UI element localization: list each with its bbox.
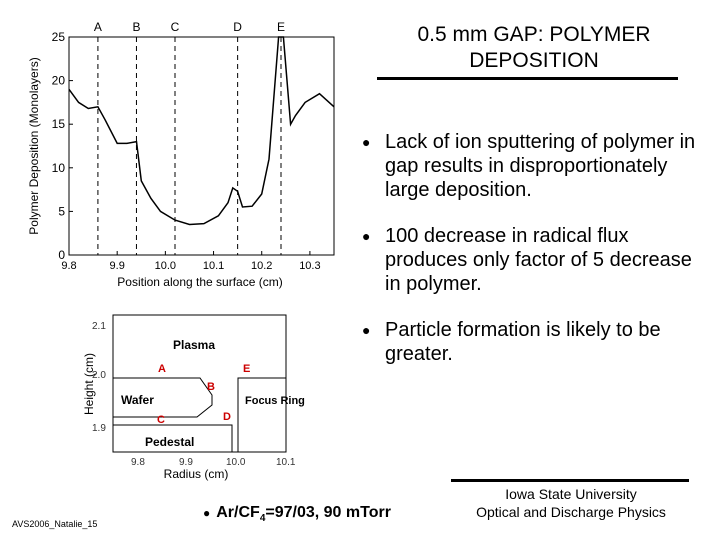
title-divider — [377, 77, 678, 80]
title-line-1: 0.5 mm GAP: POLYMER — [417, 23, 651, 46]
y-tick-label: 25 — [52, 30, 66, 44]
conditions-bullet: ● Ar/CF4=97/03, 90 mTorr — [203, 504, 391, 524]
marker-label-e: E — [277, 20, 285, 34]
bullet-dot-icon: ● — [362, 228, 371, 244]
bullet-text: Particle formation is likely to be great… — [385, 319, 661, 365]
slide-title: 0.5 mm GAP: POLYMER DEPOSITION — [380, 22, 688, 74]
schematic-xtick: 9.8 — [131, 457, 145, 468]
y-tick-label: 10 — [52, 161, 66, 175]
slide-footer: AVS2006_Natalie_15 — [12, 519, 98, 529]
bullet-dot-icon: ● — [203, 506, 211, 520]
y-tick-label: 0 — [58, 248, 65, 262]
point-a: A — [158, 363, 166, 375]
chart-xlabel: Position along the surface (cm) — [117, 275, 282, 289]
affiliation-line-2: Optical and Discharge Physics — [476, 504, 666, 520]
y-tick-label: 20 — [52, 74, 66, 88]
wafer-surface — [113, 377, 213, 418]
x-tick-label: 9.9 — [110, 260, 125, 272]
deposition-chart: 9.8 9.9 10.0 10.1 10.2 10.3 0 5 10 15 20 25 A B C D E P… — [27, 20, 335, 289]
x-tick-label: 9.8 — [61, 260, 76, 272]
schematic-ylabel: Height (cm) — [82, 353, 96, 415]
bullet-item: ● Lack of ion sputtering of polymer in g… — [362, 130, 707, 202]
schematic-ytick: 2.0 — [92, 370, 106, 381]
pedestal-boundary — [113, 424, 233, 452]
y-tick-label: 5 — [58, 204, 65, 218]
x-tick-label: 10.1 — [203, 260, 224, 272]
plasma-label: Plasma — [173, 338, 215, 352]
bullet-text: Lack of ion sputtering of polymer in gap… — [385, 131, 696, 201]
focus-label: Focus Ring — [245, 395, 305, 407]
marker-label-b: B — [132, 20, 140, 34]
affiliation-divider — [451, 479, 689, 482]
affiliation-line-1: Iowa State University — [505, 486, 637, 502]
point-e: E — [243, 363, 250, 375]
bullet-dot-icon: ● — [362, 134, 371, 150]
title-line-2: DEPOSITION — [469, 49, 599, 72]
marker-label-d: D — [233, 20, 242, 34]
schematic-frame — [112, 314, 287, 453]
conditions-suffix: =97/03, 90 mTorr — [265, 504, 391, 521]
point-c: C — [157, 414, 165, 426]
schematic-ytick: 1.9 — [92, 423, 106, 434]
x-tick-label: 10.2 — [251, 260, 272, 272]
y-tick-label: 15 — [52, 117, 66, 131]
bullet-item: ● Particle formation is likely to be gre… — [362, 318, 707, 366]
conditions-sub: 4 — [259, 513, 266, 525]
x-tick-label: 10.3 — [299, 260, 320, 272]
geometry-schematic: Plasma Wafer Focus Ring Pedestal A B C D… — [82, 314, 305, 481]
schematic-xlabel: Radius (cm) — [164, 467, 229, 481]
point-b: B — [207, 381, 215, 393]
schematic-xtick: 10.1 — [276, 457, 296, 468]
chart-ylabel: Polymer Deposition (Monolayers) — [27, 57, 41, 234]
affiliation: Iowa State University Optical and Discha… — [451, 485, 691, 521]
deposition-series-line — [68, 36, 335, 226]
marker-label-c: C — [171, 20, 180, 34]
bullet-text: 100 decrease in radical flux produces on… — [385, 225, 692, 295]
bullet-dot-icon: ● — [362, 322, 371, 338]
schematic-xtick: 9.9 — [179, 457, 193, 468]
point-d: D — [223, 411, 231, 423]
conditions-prefix: Ar/CF — [216, 504, 260, 521]
wafer-label: Wafer — [121, 393, 154, 407]
schematic-ytick: 2.1 — [92, 321, 106, 332]
schematic-xtick: 10.0 — [226, 457, 246, 468]
bullet-list: ● Lack of ion sputtering of polymer in g… — [362, 130, 707, 388]
marker-label-a: A — [94, 20, 102, 34]
x-tick-label: 10.0 — [155, 260, 176, 272]
focus-ring-boundary — [237, 377, 286, 452]
bullet-item: ● 100 decrease in radical flux produces … — [362, 224, 707, 296]
pedestal-label: Pedestal — [145, 435, 194, 449]
plot-frame — [68, 36, 335, 256]
